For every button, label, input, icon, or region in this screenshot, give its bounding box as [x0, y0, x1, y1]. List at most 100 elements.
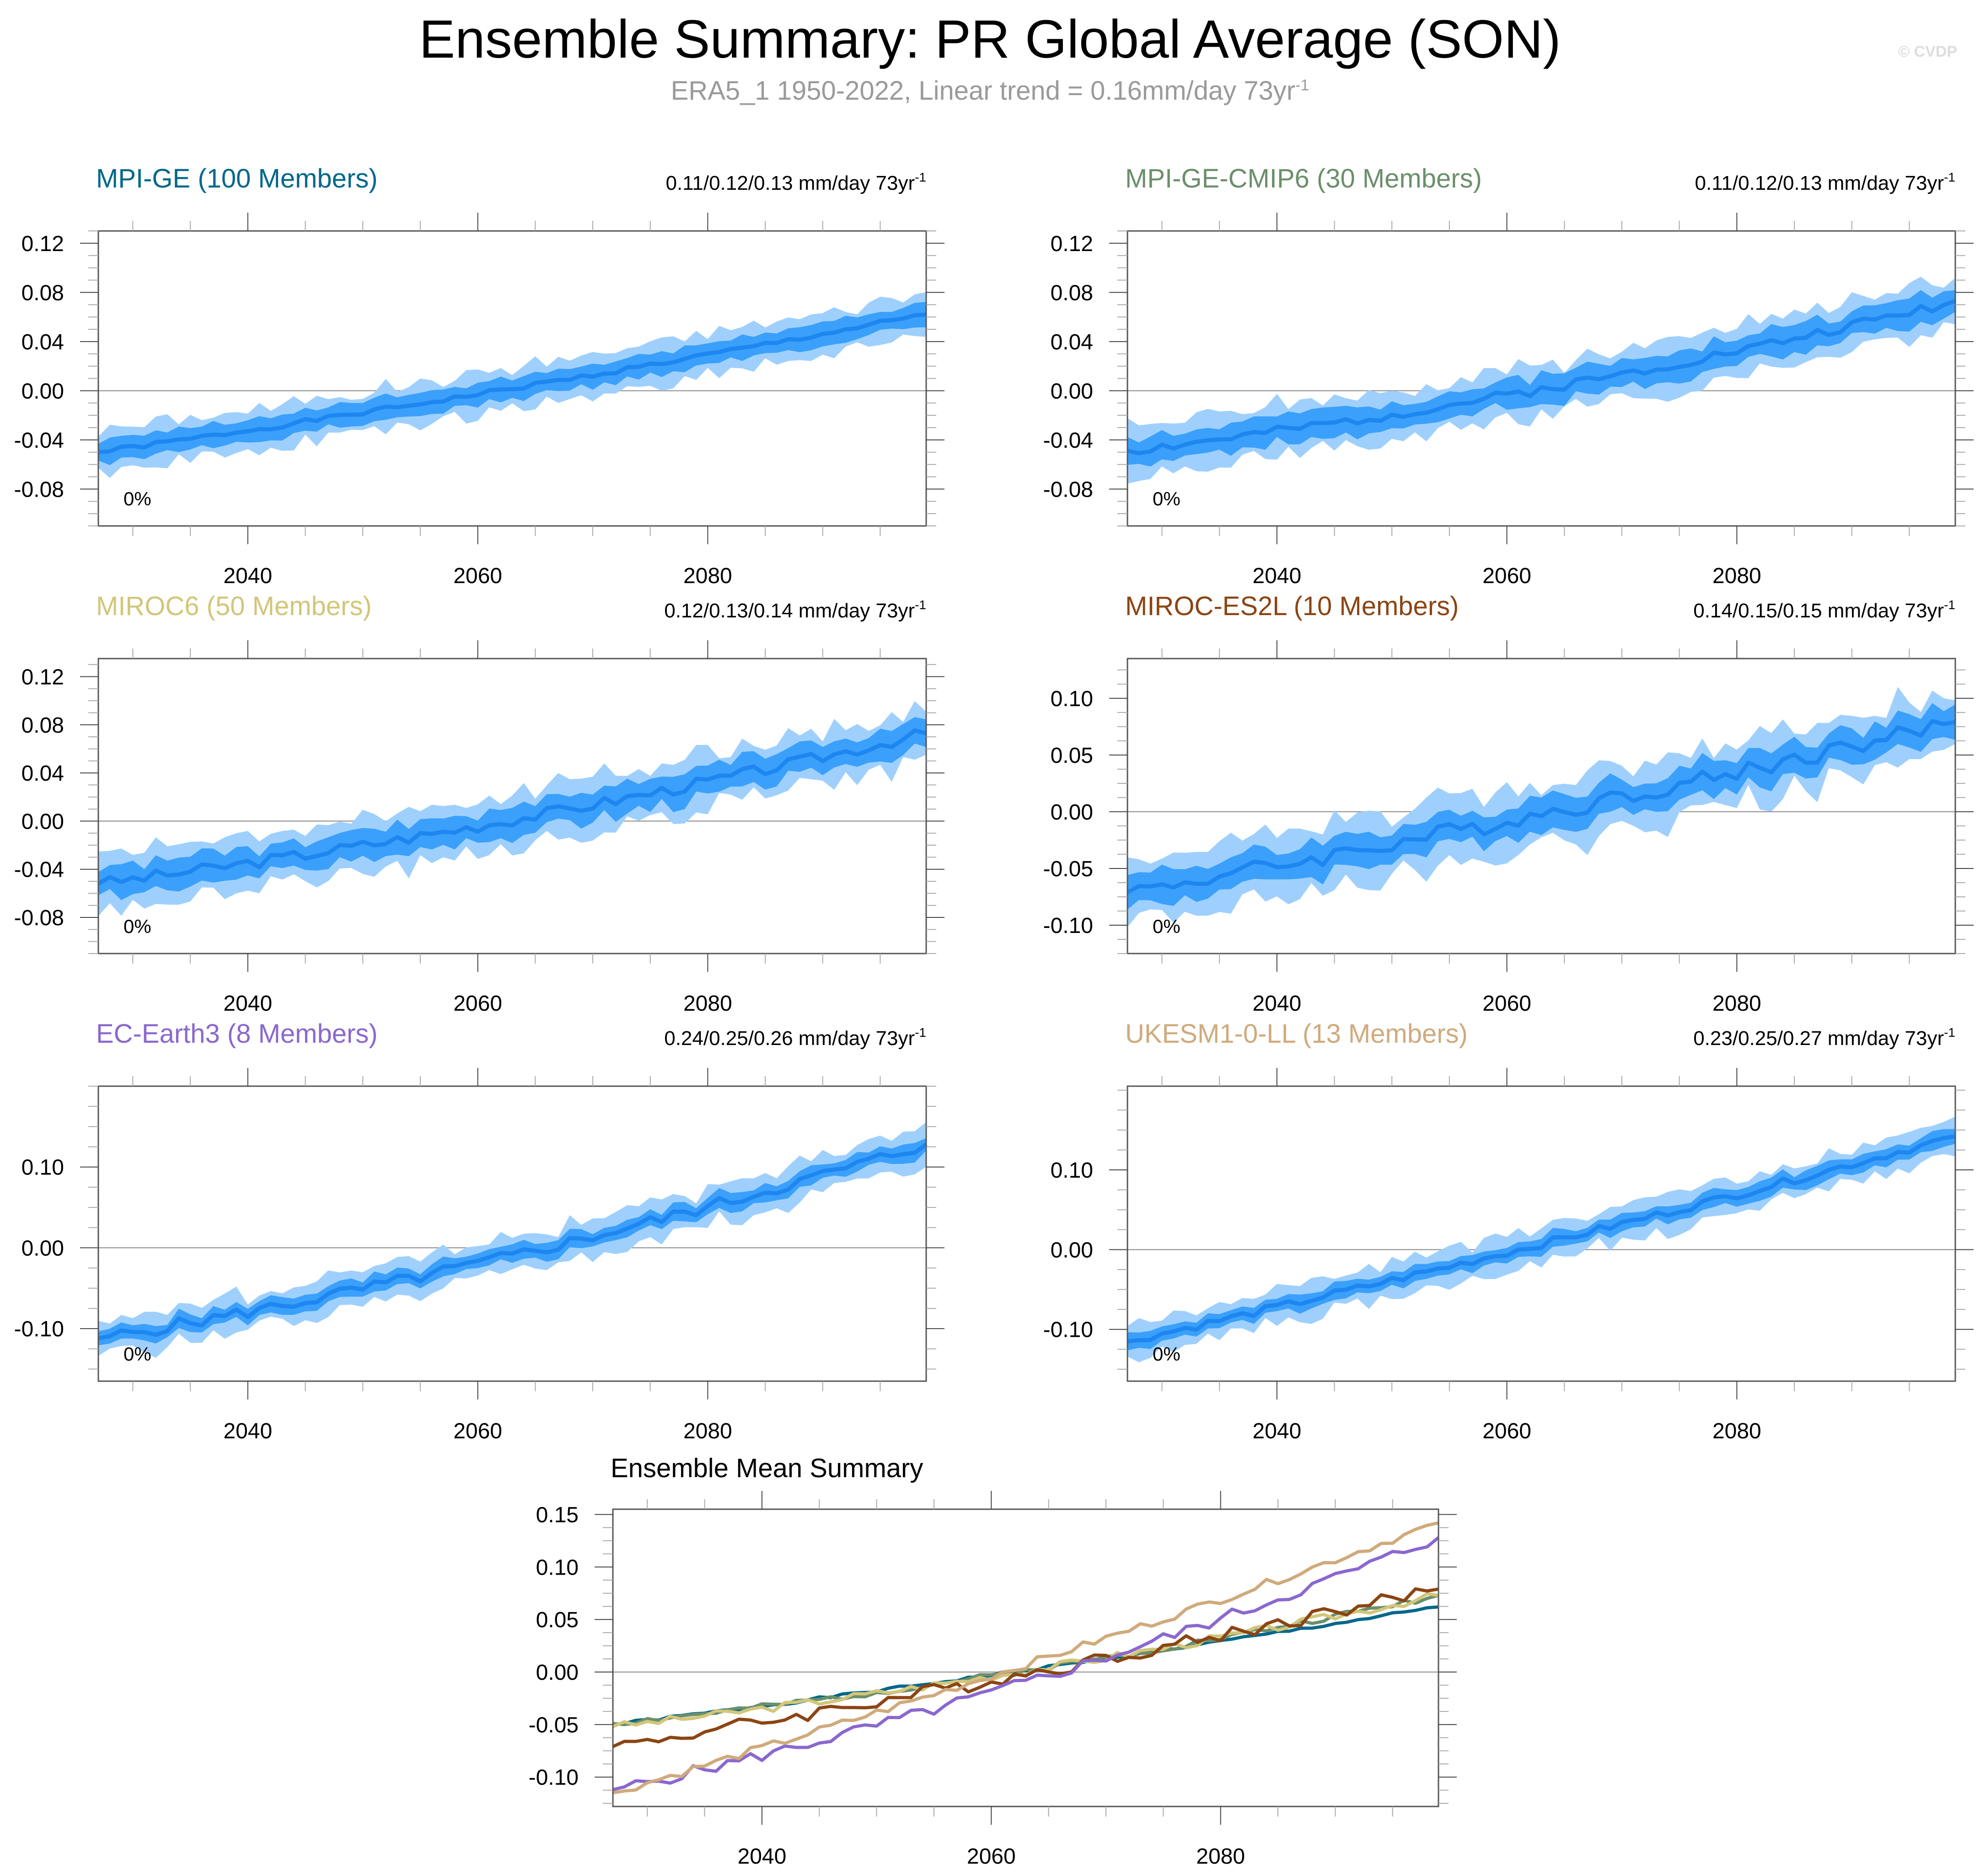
trend-label: 0.11/0.12/0.13 mm/day 73yr-1 [1695, 170, 1955, 194]
y-tick-label: 0.00 [1051, 800, 1093, 825]
x-tick-label: 2080 [683, 992, 732, 1016]
x-tick-label: 2040 [223, 992, 272, 1016]
x-tick-label: 2060 [453, 564, 502, 588]
plot-frame [612, 1508, 1439, 1807]
x-tick-label: 2040 [223, 1419, 272, 1443]
x-tick-label: 2060 [453, 1419, 502, 1443]
x-tick-label: 2080 [1712, 1419, 1761, 1443]
y-tick-label: 0.12 [21, 665, 64, 689]
trend-text: 0.14/0.15/0.15 mm/day 73yr [1693, 600, 1944, 622]
panel-title: MPI-GE-CMIP6 (30 Members) [1125, 164, 1482, 193]
panel-title: UKESM1-0-LL (13 Members) [1125, 1019, 1468, 1049]
y-tick-label: -0.10 [1043, 1318, 1093, 1342]
y-tick-label: 0.10 [21, 1156, 64, 1180]
ensemble-mean-line [98, 1142, 928, 1340]
x-tick-label: 2040 [1252, 992, 1301, 1016]
trend-superscript: -1 [915, 170, 926, 184]
x-tick-label: 2060 [967, 1844, 1016, 1869]
x-tick-label: 2080 [1712, 564, 1761, 588]
y-tick-label: -0.04 [1043, 429, 1093, 453]
x-tick-label: 2060 [1482, 564, 1531, 588]
x-tick-label: 2080 [1196, 1844, 1245, 1869]
y-tick-label: 0.05 [536, 1608, 579, 1632]
series-line-ec-earth3 [612, 1536, 1440, 1791]
x-tick-label: 2080 [683, 564, 732, 588]
x-tick-label: 2040 [1252, 1419, 1301, 1443]
y-tick-label: -0.08 [14, 906, 64, 930]
percent-annotation: 0% [123, 488, 151, 509]
plot-frame [1127, 1085, 1956, 1382]
ensemble-mean-line [97, 728, 927, 886]
trend-label: 0.14/0.15/0.15 mm/day 73yr-1 [1693, 598, 1955, 622]
trend-superscript: -1 [1944, 1025, 1955, 1040]
y-tick-label: -0.08 [1043, 477, 1093, 502]
figure-title: Ensemble Summary: PR Global Average (SON… [419, 9, 1561, 70]
trend-text: 0.24/0.25/0.26 mm/day 73yr [664, 1027, 915, 1050]
trend-text: 0.23/0.25/0.27 mm/day 73yr [1693, 1027, 1944, 1050]
x-tick-label: 2080 [683, 1419, 732, 1443]
trend-label: 0.12/0.13/0.14 mm/day 73yr-1 [664, 598, 926, 622]
percent-annotation: 0% [123, 916, 151, 937]
ensemble-mean-line [1127, 299, 1956, 456]
percent-annotation: 0% [1153, 1343, 1180, 1365]
x-tick-label: 2040 [738, 1844, 787, 1869]
x-tick-label: 2060 [1482, 992, 1531, 1016]
y-tick-label: -0.04 [14, 858, 64, 882]
trend-superscript: -1 [915, 1025, 926, 1040]
inner-spread-band [98, 302, 926, 466]
y-tick-label: -0.10 [14, 1317, 64, 1341]
percent-annotation: 0% [1153, 488, 1180, 509]
percent-annotation: 0% [1153, 916, 1180, 937]
y-tick-label: 0.12 [1051, 232, 1093, 256]
y-tick-label: 0.00 [21, 1236, 64, 1260]
y-tick-label: 0.04 [21, 330, 64, 354]
inner-spread-band [98, 717, 926, 900]
y-tick-label: -0.05 [529, 1713, 579, 1737]
trend-text: 0.12/0.13/0.14 mm/day 73yr [664, 600, 915, 622]
y-tick-label: 0.00 [21, 809, 64, 834]
y-tick-label: -0.04 [14, 429, 64, 453]
trend-text: 0.11/0.12/0.13 mm/day 73yr [1695, 172, 1944, 194]
panel-3: MIROC6 (50 Members) 0.12/0.13/0.14 mm/day… [14, 591, 944, 1016]
y-tick-label: 0.15 [536, 1503, 579, 1527]
percent-annotation: 0% [123, 1343, 151, 1365]
panel-title: EC-Earth3 (8 Members) [96, 1019, 378, 1049]
y-tick-label: 0.00 [536, 1661, 579, 1685]
x-tick-label: 2040 [223, 564, 272, 588]
trend-label: 0.23/0.25/0.27 mm/day 73yr-1 [1693, 1025, 1955, 1050]
panel-5: EC-Earth3 (8 Members) 0.24/0.25/0.26 mm/d… [14, 1019, 944, 1443]
y-tick-label: -0.05 [1043, 857, 1093, 881]
figure-subtitle: ERA5_1 1950-2022, Linear trend = 0.16mm/… [0, 75, 1980, 106]
panel-4: MIROC-ES2L (10 Members) 0.14/0.15/0.15 mm… [1043, 591, 1974, 1016]
y-tick-label: 0.04 [1051, 330, 1093, 354]
cvdp-watermark: © CVDP [1898, 43, 1957, 60]
x-tick-label: 2060 [453, 992, 502, 1016]
y-tick-label: 0.10 [536, 1555, 579, 1580]
panel-title: Ensemble Mean Summary [611, 1453, 923, 1483]
panel-title: MIROC6 (50 Members) [96, 591, 372, 621]
ensemble-mean-line [98, 312, 927, 455]
y-tick-label: 0.08 [1051, 281, 1093, 305]
ensemble-mean-line [1126, 719, 1956, 895]
panel-2: MPI-GE-CMIP6 (30 Members) 0.11/0.12/0.13 … [1043, 164, 1974, 588]
y-tick-label: 0.04 [21, 761, 64, 786]
y-tick-label: 0.00 [21, 379, 64, 403]
y-tick-label: -0.08 [14, 477, 64, 502]
trend-label: 0.24/0.25/0.26 mm/day 73yr-1 [664, 1025, 926, 1050]
panel-title: MIROC-ES2L (10 Members) [1125, 591, 1459, 621]
panel-6: UKESM1-0-LL (13 Members) 0.23/0.25/0.27 m… [1043, 1019, 1974, 1443]
series-line-miroc-es2l [612, 1587, 1439, 1748]
panel-1: MPI-GE (100 Members) 0.11/0.12/0.13 mm/da… [14, 164, 944, 588]
inner-spread-band [1127, 1129, 1955, 1351]
y-tick-label: 0.00 [1051, 1238, 1093, 1262]
y-tick-label: -0.10 [1043, 914, 1093, 938]
trend-superscript: -1 [1944, 598, 1955, 612]
y-tick-label: 0.08 [21, 281, 64, 305]
ensemble-mean-line [1127, 1134, 1956, 1344]
y-tick-label: 0.12 [21, 232, 64, 256]
plot-frame [1127, 658, 1956, 954]
y-tick-label: -0.10 [529, 1766, 579, 1790]
subtitle-superscript: -1 [1295, 76, 1309, 94]
panel-title: MPI-GE (100 Members) [96, 164, 378, 193]
